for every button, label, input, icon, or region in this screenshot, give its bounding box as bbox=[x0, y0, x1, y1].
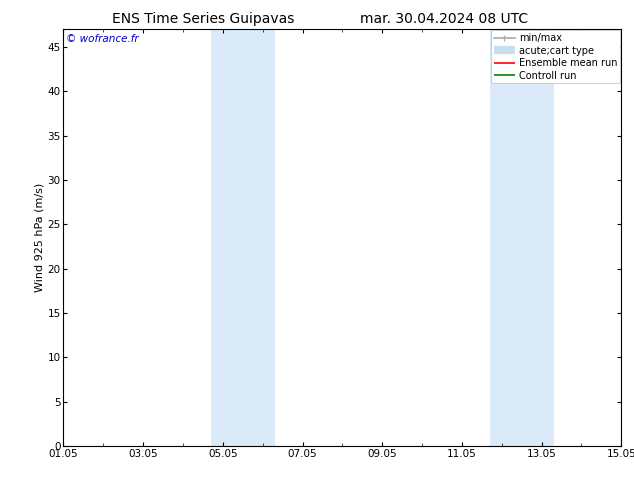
Text: mar. 30.04.2024 08 UTC: mar. 30.04.2024 08 UTC bbox=[359, 12, 528, 26]
Text: © wofrance.fr: © wofrance.fr bbox=[66, 34, 139, 44]
Legend: min/max, acute;cart type, Ensemble mean run, Controll run: min/max, acute;cart type, Ensemble mean … bbox=[491, 30, 620, 83]
Bar bbox=[211, 29, 275, 446]
Bar bbox=[490, 29, 553, 446]
Text: ENS Time Series Guipavas: ENS Time Series Guipavas bbox=[112, 12, 294, 26]
Y-axis label: Wind 925 hPa (m/s): Wind 925 hPa (m/s) bbox=[35, 183, 44, 292]
